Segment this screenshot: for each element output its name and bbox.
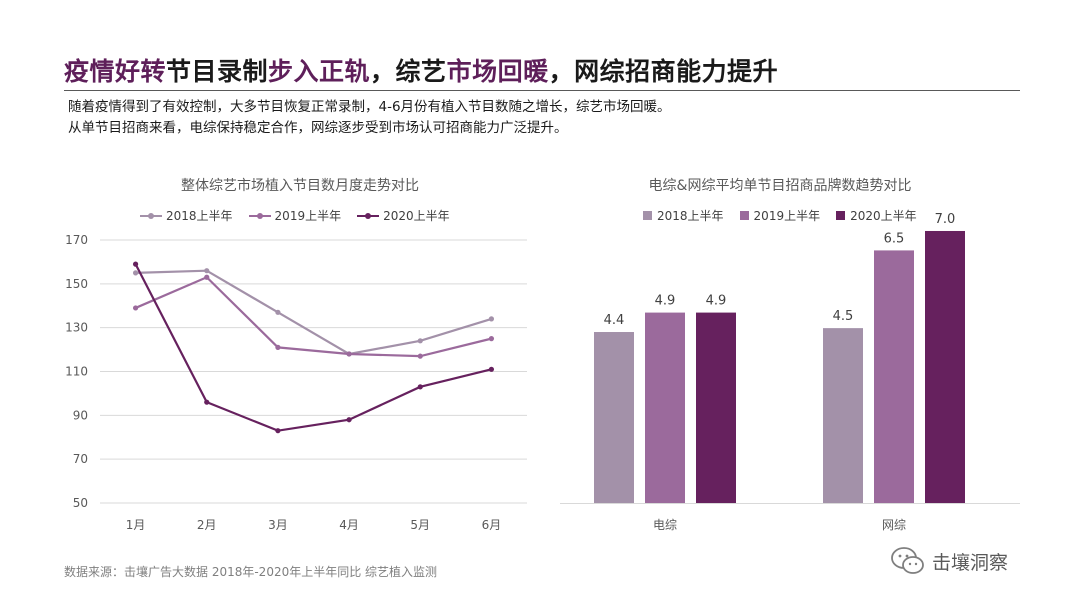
x-tick-label: 3月 — [268, 518, 288, 532]
bar-legend-item-2018: 2018上半年 — [643, 207, 724, 224]
bar-2019 — [645, 312, 685, 503]
legend-item-2019: 2019上半年 — [248, 207, 342, 224]
bar-value-label: 4.4 — [604, 313, 625, 328]
title-part-5: 市场回暖 — [446, 57, 549, 86]
bar-legend-label-2019: 2019上半年 — [753, 209, 821, 223]
y-tick-label: 110 — [65, 365, 88, 379]
y-tick-label: 50 — [73, 496, 88, 510]
subtitle-line-1: 随着疫情得到了有效控制，大多节目恢复正常录制，4-6月份有植入节目数随之增长，综… — [68, 99, 671, 115]
bar-value-label: 6.5 — [884, 231, 905, 246]
line-chart-legend: 2018上半年 2019上半年 2020上半年 — [140, 207, 466, 224]
legend-item-2020: 2020上半年 — [357, 207, 450, 224]
bar-legend-item-2020: 2020上半年 — [836, 207, 917, 224]
bar-legend-swatch-2018 — [643, 211, 652, 220]
data-point-2020 — [417, 384, 423, 390]
page-title: 疫情好转节目录制步入正轨，综艺市场回暖，网综招商能力提升 — [64, 52, 778, 88]
legend-label-2020: 2020上半年 — [383, 209, 450, 223]
data-point-2019 — [275, 344, 281, 350]
bar-value-label: 4.5 — [833, 309, 854, 324]
series-line-2020 — [134, 263, 492, 432]
legend-line-swatch-2019 — [248, 212, 271, 219]
title-part-6: ，网综招商能力提升 — [548, 57, 779, 86]
legend-label-2018: 2018上半年 — [166, 209, 233, 223]
line-chart-title: 整体综艺市场植入节目数月度走势对比 — [181, 178, 419, 194]
legend-line-swatch-2018 — [140, 212, 162, 219]
legend-item-2018: 2018上半年 — [140, 207, 233, 224]
legend-line-swatch-2020 — [357, 212, 380, 219]
y-tick-label: 90 — [73, 408, 88, 422]
data-point-2019 — [488, 336, 495, 342]
data-point-2019 — [346, 351, 352, 357]
logo-text: 击壤洞察 — [932, 551, 1009, 574]
data-point-2019 — [132, 305, 139, 311]
data-point-2018 — [204, 268, 210, 274]
data-point-2020 — [346, 417, 352, 423]
bar-legend-swatch-2019 — [739, 211, 749, 220]
title-part-4: ，综艺 — [370, 57, 447, 86]
data-point-2019 — [204, 274, 210, 280]
bar-value-label: 4.9 — [706, 294, 727, 309]
bar-legend-item-2019: 2019上半年 — [739, 207, 821, 224]
data-point-2020 — [132, 261, 139, 267]
data-source-note: 数据来源：击壤广告大数据 2018年-2020年上半年同比 综艺植入监测 — [64, 565, 438, 579]
data-point-2020 — [204, 399, 210, 405]
bar-2020 — [925, 230, 965, 504]
data-point-2019 — [417, 353, 423, 359]
wechat-icon — [891, 547, 924, 574]
bar-category-label: 网综 — [882, 518, 906, 532]
x-tick-label: 5月 — [410, 518, 430, 532]
x-tick-label: 1月 — [126, 518, 146, 532]
title-divider — [64, 90, 1020, 91]
title-part-1: 疫情好转 — [64, 57, 167, 86]
data-point-2018 — [488, 316, 495, 322]
data-point-2018 — [275, 309, 281, 315]
x-tick-label: 2月 — [197, 518, 217, 532]
brand-logo: 击壤洞察 — [890, 546, 1008, 576]
bar-category-label: 电综 — [653, 518, 677, 532]
bar-2020 — [696, 312, 736, 503]
bar-chart-legend: 2018上半年 2019上半年 2020上半年 — [643, 207, 933, 224]
subtitle-line-2: 从单节目招商来看，电综保持稳定合作，网综逐步受到市场认可招商能力广泛提升。 — [68, 120, 568, 136]
bar-chart-title: 电综&网综平均单节目招商品牌数趋势对比 — [648, 178, 912, 194]
bar-legend-label-2020: 2020上半年 — [850, 209, 917, 223]
title-part-2: 节目录制 — [166, 57, 269, 86]
bar-value-label: 4.9 — [655, 294, 676, 309]
legend-label-2019: 2019上半年 — [274, 209, 342, 223]
data-point-2020 — [488, 366, 495, 372]
bar-legend-label-2018: 2018上半年 — [657, 209, 724, 223]
y-tick-label: 70 — [73, 452, 88, 466]
bar-legend-swatch-2020 — [836, 211, 846, 220]
series-line-2018 — [135, 269, 492, 356]
bar-2018 — [823, 328, 863, 503]
title-part-3: 步入正轨 — [268, 57, 371, 86]
data-point-2018 — [417, 338, 423, 344]
y-tick-label: 130 — [65, 321, 88, 335]
series-line-2019 — [135, 275, 492, 358]
x-tick-label: 4月 — [339, 518, 359, 532]
x-tick-label: 6月 — [482, 518, 502, 532]
bar-2018 — [594, 332, 634, 503]
data-point-2020 — [275, 428, 281, 434]
bar-value-label: 7.0 — [935, 212, 956, 227]
data-point-2018 — [132, 270, 139, 276]
y-tick-label: 150 — [65, 277, 88, 291]
y-tick-label: 170 — [65, 233, 88, 247]
bar-2019 — [874, 250, 914, 503]
